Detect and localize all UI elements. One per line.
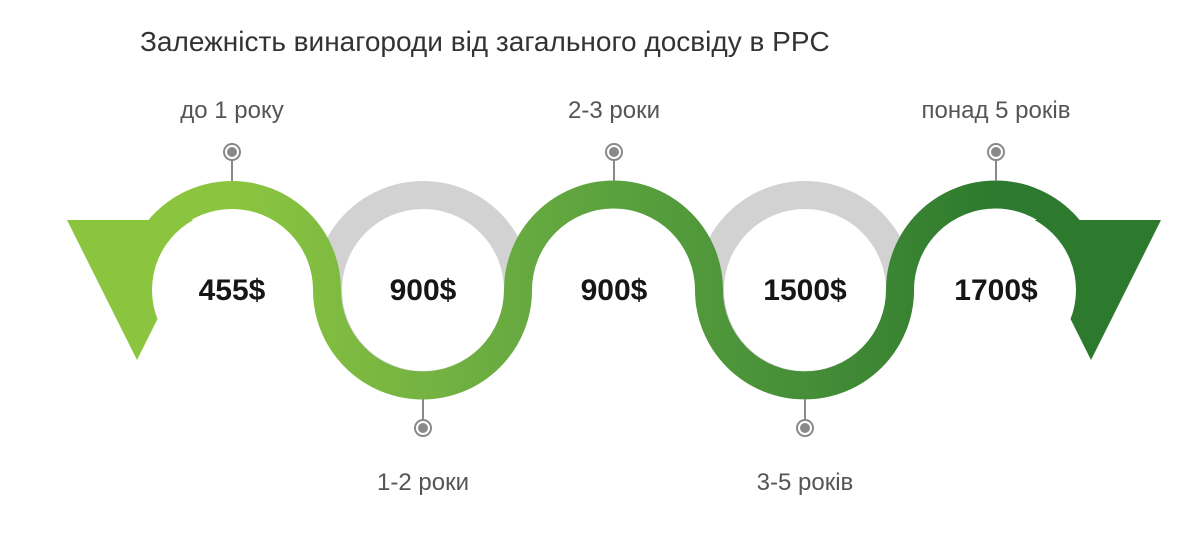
chart-title: Залежність винагороди від загального дос… [140, 26, 830, 58]
value-text: 1700$ [954, 274, 1038, 307]
connector-dot-inner [227, 147, 237, 157]
label-text: понад 5 років [922, 97, 1071, 124]
connector-dot-inner [800, 423, 810, 433]
connector-dot-inner [418, 423, 428, 433]
value-text: 455$ [199, 274, 266, 307]
connector-dot-inner [609, 147, 619, 157]
infographic-chart: 455$ до 1 року 900$ 1-2 роки 900$ 2-3 роки 150… [0, 0, 1195, 539]
label-text: до 1 року [180, 97, 284, 124]
value-text: 900$ [581, 274, 648, 307]
label-text: 2-3 роки [568, 97, 660, 124]
connector-dot-inner [991, 147, 1001, 157]
value-text: 1500$ [763, 274, 847, 307]
value-text: 900$ [390, 274, 457, 307]
label-text: 1-2 роки [377, 469, 469, 496]
label-text: 3-5 років [757, 469, 854, 496]
